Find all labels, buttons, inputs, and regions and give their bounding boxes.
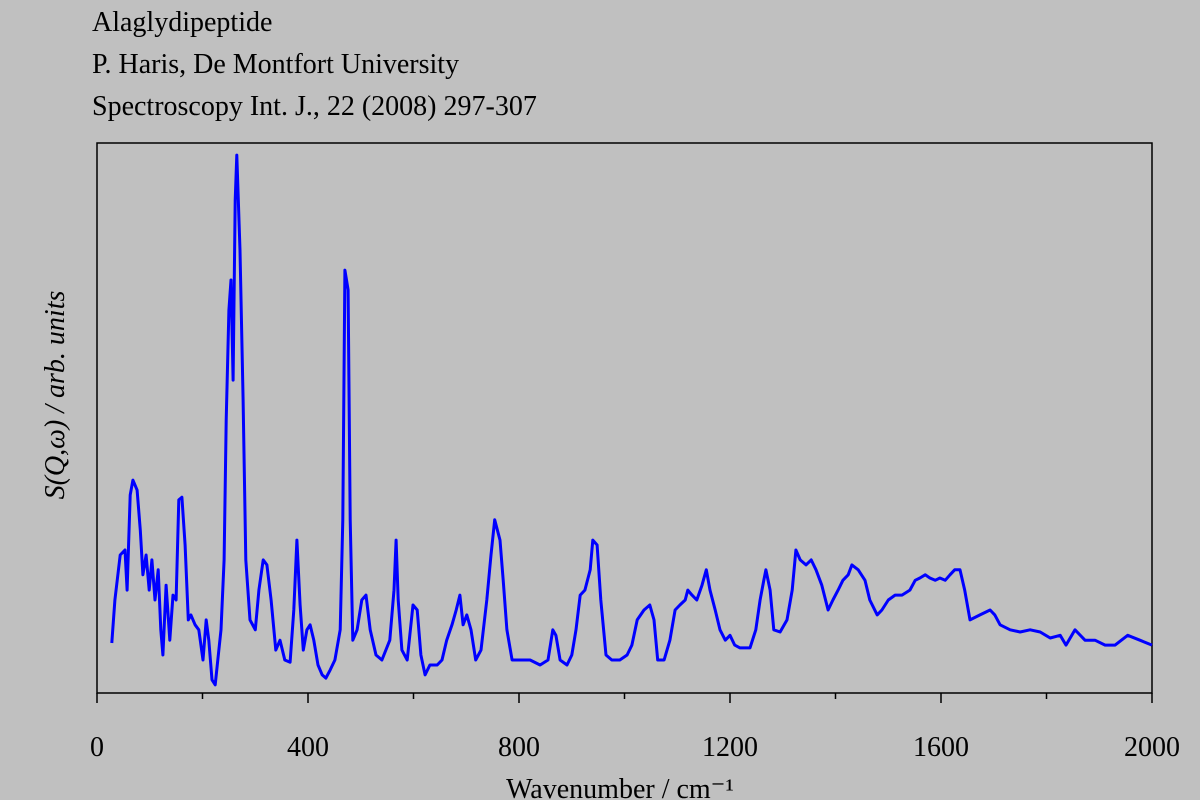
title-line: Spectroscopy Int. J., 22 (2008) 297-307 — [92, 91, 537, 122]
spectrum-line — [110, 153, 1153, 687]
y-axis-label: S(Q,ω) / arb. units — [40, 291, 71, 500]
x-tick-label: 0 — [90, 732, 104, 763]
x-tick-label: 1200 — [702, 732, 758, 763]
title-line: P. Haris, De Montfort University — [92, 49, 459, 80]
x-tick-label: 400 — [287, 732, 329, 763]
x-axis-label: Wavenumber / cm⁻¹ — [506, 774, 734, 800]
x-tick-label: 2000 — [1124, 732, 1180, 763]
title-line: Alaglydipeptide — [92, 7, 272, 38]
x-tick-label: 1600 — [913, 732, 969, 763]
x-tick-label: 800 — [498, 732, 540, 763]
